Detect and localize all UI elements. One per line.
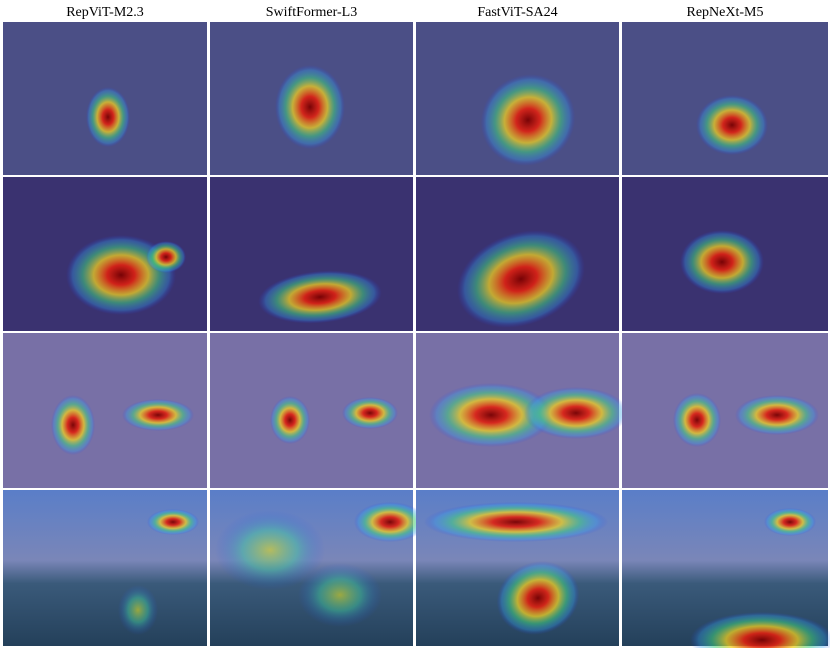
heat-region (51, 395, 95, 455)
heat-region (86, 87, 130, 147)
column-header: FastViT-SA24 (477, 5, 557, 20)
heat-region (424, 502, 608, 542)
column-header: RepViT-M2.3 (66, 5, 144, 20)
heat-region (496, 561, 580, 635)
heatmap-tile (3, 177, 207, 331)
heat-region (147, 509, 199, 535)
heatmap-tile (622, 22, 828, 175)
heatmap-tile (622, 177, 828, 331)
heat-region (429, 383, 553, 447)
heat-region (524, 387, 628, 439)
heat-region (480, 74, 576, 166)
heat-region (354, 502, 426, 542)
heat-region (764, 508, 816, 536)
heat-region (122, 399, 194, 431)
heatmap-tile (3, 490, 207, 646)
heat-region (690, 612, 830, 648)
heat-region (215, 510, 325, 590)
column-header: SwiftFormer-L3 (266, 5, 358, 20)
heatmap-tile (210, 333, 413, 488)
heat-region (298, 563, 382, 627)
heatmap-tile (622, 490, 830, 648)
heatmap-tile (416, 22, 619, 175)
heat-region (258, 270, 382, 324)
heatmap-tile (416, 333, 628, 488)
heat-region (735, 395, 819, 435)
heatmap-tile (210, 490, 426, 646)
heatmap-tile (416, 490, 619, 646)
heat-region (342, 397, 398, 429)
heat-region (673, 393, 721, 447)
heat-region (680, 230, 764, 294)
column-header: RepNeXt-M5 (687, 5, 764, 20)
heat-region (696, 95, 768, 155)
heat-region (275, 65, 345, 149)
heat-region (270, 396, 310, 444)
heatmap-tile (416, 177, 619, 331)
heatmap-tile (210, 177, 413, 331)
heatmap-tile (210, 22, 413, 175)
heatmap-tile (3, 22, 207, 175)
heatmap-tile (622, 333, 828, 488)
heat-region (457, 230, 585, 328)
heat-region (118, 585, 158, 635)
heatmap-tile (3, 333, 207, 488)
heat-region (146, 241, 186, 273)
